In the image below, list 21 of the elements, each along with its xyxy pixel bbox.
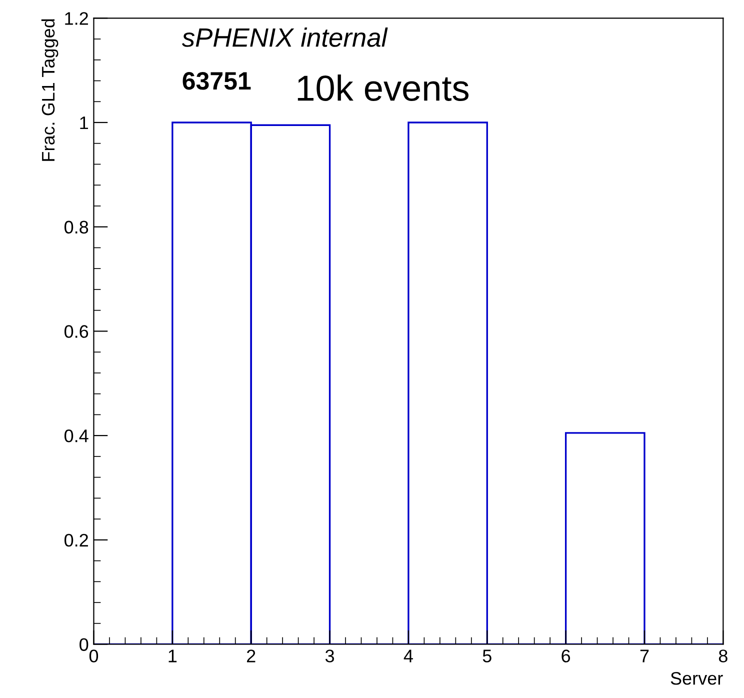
y-tick-label: 0 (80, 638, 88, 651)
x-tick-label: 3 (325, 650, 334, 662)
x-tick-label: 5 (482, 650, 492, 662)
y-tick-label: 0.4 (64, 429, 88, 442)
x-tick-label: 2 (246, 650, 256, 662)
annotation: 10k events (298, 74, 469, 102)
y-tick-label: 0.8 (64, 220, 88, 234)
x-tick-label: 4 (404, 650, 413, 662)
annotation: 63751 (182, 72, 251, 90)
x-tick-label: 1 (168, 650, 177, 662)
y-tick-label: 1 (80, 116, 88, 130)
y-tick-label: 1.2 (65, 12, 88, 25)
x-tick-label: 8 (718, 650, 728, 662)
y-tick-label: 0.2 (64, 534, 88, 547)
x-tick-label: 0 (89, 650, 98, 662)
x-axis-title: Server (670, 672, 723, 685)
x-tick-label: 6 (562, 650, 570, 662)
y-tick-label: 0.6 (64, 325, 88, 338)
x-tick-label: 7 (640, 650, 649, 662)
y-axis-title: Frac. GL1 Tagged (41, 19, 58, 161)
annotation: sPHENIX internal (182, 28, 388, 47)
